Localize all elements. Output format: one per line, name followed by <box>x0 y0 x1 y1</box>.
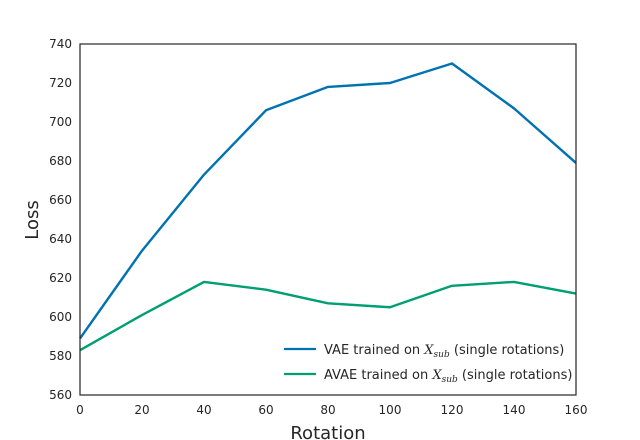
series-lines <box>79 62 577 352</box>
x-tick-label: 120 <box>441 403 464 417</box>
y-tick-label: 560 <box>49 388 72 402</box>
series-line-vae <box>79 62 577 340</box>
y-tick-label: 620 <box>49 271 72 285</box>
y-tick-label: 740 <box>49 37 72 51</box>
x-tick-label: 60 <box>258 403 273 417</box>
plot-frame <box>79 43 577 396</box>
x-tick-label: 80 <box>320 403 335 417</box>
y-axis-ticks: 560 580 600 620 640 660 680 700 720 740 <box>49 37 72 402</box>
x-tick-label: 40 <box>196 403 211 417</box>
y-tick-label: 720 <box>49 76 72 90</box>
y-axis-label: Loss <box>22 200 43 239</box>
x-axis-ticks: 0 20 40 60 80 100 120 140 160 <box>76 403 587 417</box>
legend-label-avae: AVAE trained on Xsub (single rotations) <box>324 368 572 385</box>
x-tick-label: 20 <box>134 403 149 417</box>
y-tick-label: 660 <box>49 193 72 207</box>
x-tick-label: 160 <box>565 403 588 417</box>
legend-label-vae: VAE trained on Xsub (single rotations) <box>324 343 564 360</box>
x-tick-label: 140 <box>503 403 526 417</box>
y-tick-label: 600 <box>49 310 72 324</box>
x-axis-label: Rotation <box>290 423 365 440</box>
y-tick-label: 580 <box>49 349 72 363</box>
x-tick-label: 0 <box>76 403 84 417</box>
legend: VAE trained on Xsub (single rotations) A… <box>284 343 572 385</box>
y-tick-label: 700 <box>49 115 72 129</box>
y-tick-label: 640 <box>49 232 72 246</box>
y-tick-label: 680 <box>49 154 72 168</box>
x-tick-label: 100 <box>379 403 402 417</box>
series-line-avae <box>79 280 577 352</box>
